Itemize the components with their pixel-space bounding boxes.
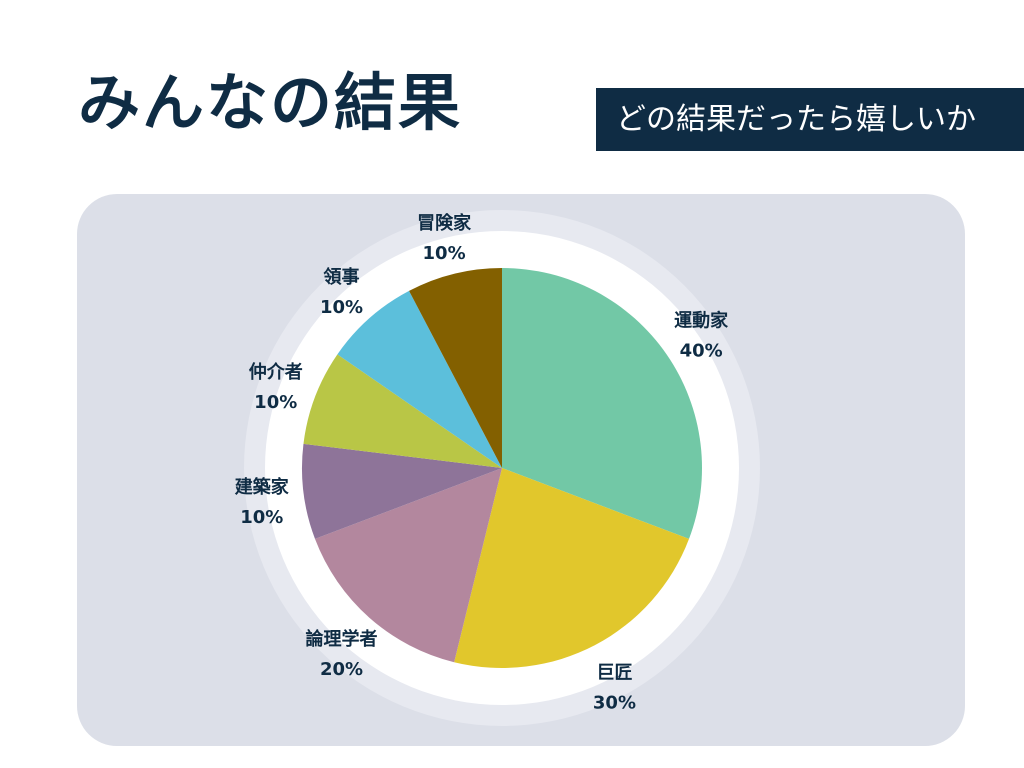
pie-slice-1	[454, 468, 690, 668]
slice-label-2: 論理学者	[306, 628, 378, 650]
slice-percent-1: 30%	[593, 692, 636, 713]
slice-percent-5: 10%	[320, 297, 363, 318]
slice-label-5: 領事	[324, 266, 360, 288]
slice-label-6: 冒険家	[417, 212, 472, 234]
slice-label-4: 仲介者	[249, 361, 303, 383]
slice-label-0: 運動家	[674, 310, 729, 332]
slice-percent-4: 10%	[254, 392, 297, 413]
pie-slice-3	[302, 443, 502, 539]
page-title: みんなの結果	[78, 66, 463, 139]
slice-percent-2: 20%	[320, 659, 363, 680]
slice-percent-0: 40%	[680, 341, 723, 362]
pie-slice-2	[314, 468, 502, 663]
slice-label-3: 建築家	[235, 476, 290, 498]
slice-percent-3: 10%	[240, 507, 283, 528]
pie-slice-5	[337, 290, 502, 468]
slice-percent-6: 10%	[423, 243, 466, 264]
subtitle-banner: どの結果だったら嬉しいか	[596, 88, 1024, 151]
slice-label-1: 巨匠	[596, 662, 632, 683]
pie-slice-0	[502, 268, 702, 539]
pie-slice-6	[409, 268, 502, 468]
pie-slice-4	[303, 354, 502, 468]
